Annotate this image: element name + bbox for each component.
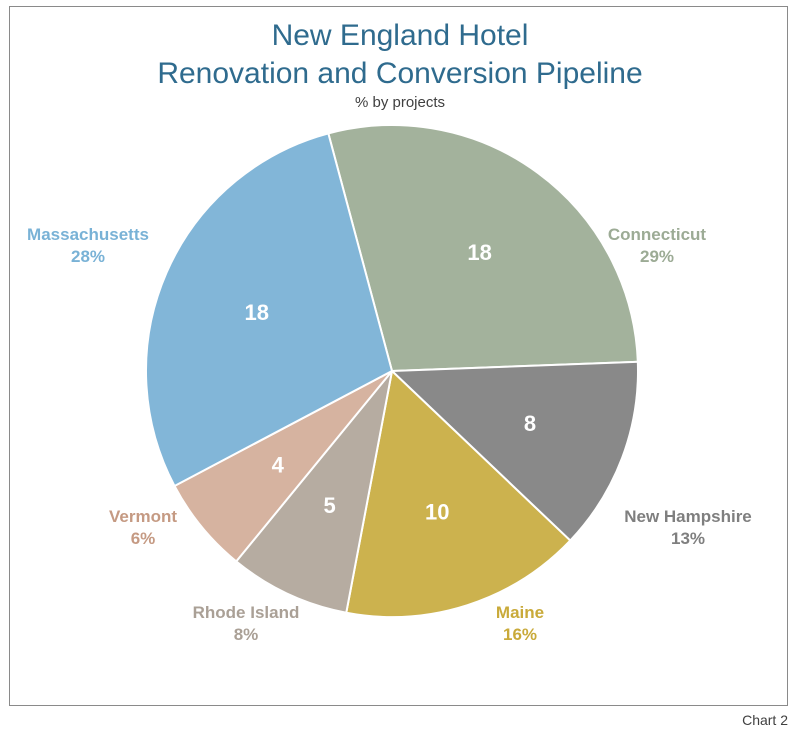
- slice-percent-connecticut: 29%: [640, 247, 674, 266]
- slice-label-connecticut: Connecticut: [608, 225, 707, 244]
- chart-number-label: Chart 2: [742, 712, 788, 728]
- pie-slice-new-hampshire: [389, 360, 639, 542]
- slice-value-new-hampshire: 8: [524, 411, 536, 436]
- slice-percent-new-hampshire: 13%: [671, 529, 705, 548]
- slice-label-rhode-island: Rhode Island: [193, 603, 300, 622]
- pie-slice-massachusetts: [145, 132, 394, 488]
- pie-slice-rhode-island: [234, 370, 393, 614]
- slice-value-massachusetts: 18: [244, 300, 268, 325]
- pie-slice-connecticut: [327, 124, 639, 373]
- chart-subtitle: % by projects: [354, 94, 446, 111]
- slice-value-rhode-island: 5: [323, 493, 335, 518]
- slice-label-vermont: Vermont: [109, 507, 177, 526]
- slice-percent-massachusetts: 28%: [71, 247, 105, 266]
- slice-label-maine: Maine: [496, 603, 544, 622]
- chart-title-line-2: Renovation and Conversion Pipeline: [157, 57, 643, 90]
- slice-percent-maine: 16%: [503, 625, 537, 644]
- pie-slice-maine: [345, 369, 572, 618]
- slice-percent-rhode-island: 8%: [234, 625, 259, 644]
- slice-percent-vermont: 6%: [131, 529, 156, 548]
- slice-value-vermont: 4: [272, 452, 285, 477]
- chart-title-line-1: New England Hotel: [271, 19, 529, 52]
- slice-value-connecticut: 18: [467, 240, 491, 265]
- slice-label-massachusetts: Massachusetts: [27, 225, 149, 244]
- slice-label-new-hampshire: New Hampshire: [624, 507, 752, 526]
- slice-value-maine: 10: [425, 499, 449, 524]
